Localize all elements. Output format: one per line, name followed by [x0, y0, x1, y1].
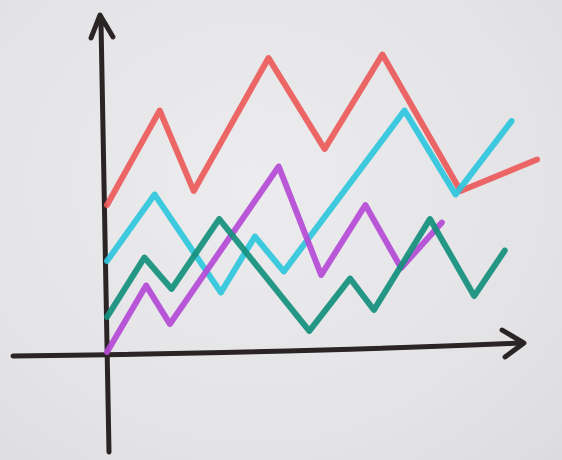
series-line-2	[104, 107, 515, 296]
series-line-1	[104, 51, 541, 208]
x-axis-arrowhead	[499, 327, 527, 360]
y-axis-arrowhead	[88, 12, 116, 41]
x-axis-line	[10, 340, 525, 359]
y-axis-line	[98, 19, 112, 455]
series-line-3	[104, 163, 445, 355]
series-line-4	[104, 216, 508, 334]
